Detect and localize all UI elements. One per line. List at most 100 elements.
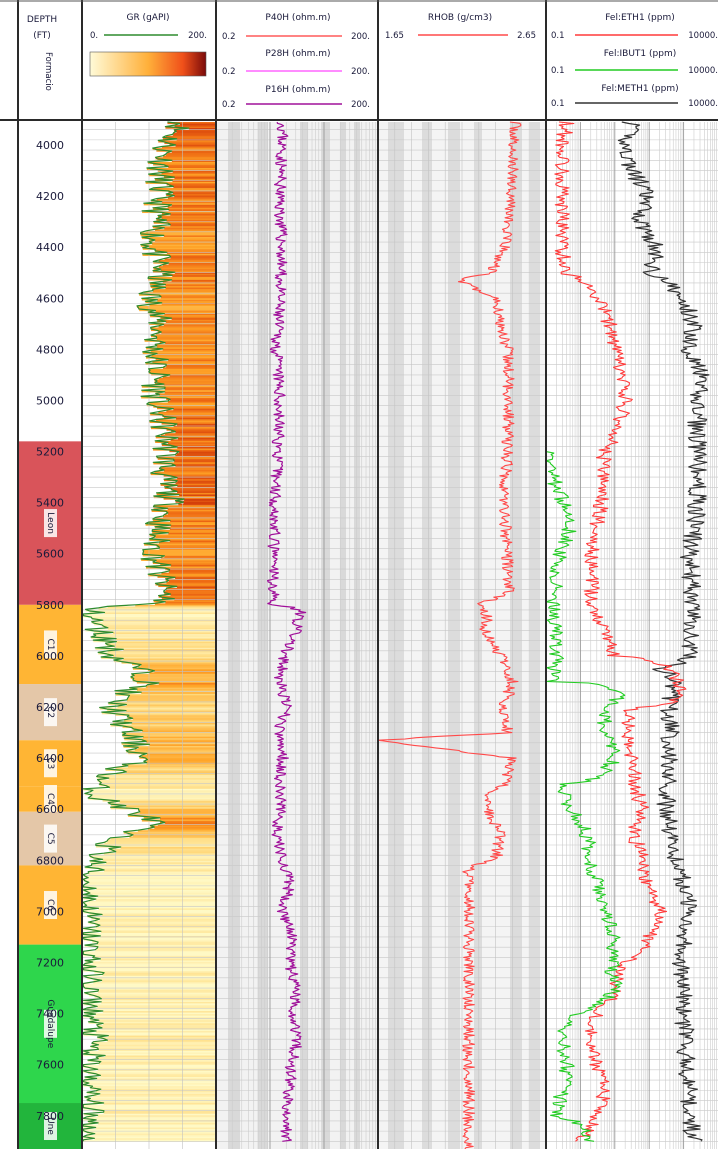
gr-fill-strip [176,417,216,420]
p40h-scale-max: 200. [351,32,370,42]
gr-fill-strip [159,541,216,545]
gr-fill-strip [177,491,216,494]
gr-fill-strip [89,854,216,857]
gr-fill-strip [83,968,216,971]
gr-fill-strip [120,847,216,850]
gr-fill-strip [156,333,216,336]
gr-fill-strip [83,885,216,888]
gr-fill-strip [92,940,216,943]
gr-fill-strip [95,920,216,923]
gr-fill-strip [167,206,216,209]
gr-fill-strip [99,781,216,784]
formation-label-guadalupe: Guadalupe [45,999,55,1048]
gr-fill-strip [164,258,216,261]
gr-fill-strip [104,972,216,975]
gr-fill-strip [159,468,216,471]
gr-fill-strip [154,379,216,382]
gr-fill-strip [122,732,216,735]
gr-header-title[interactable]: GR (gAPI) [126,13,169,23]
gr-fill-strip [157,575,216,578]
formation-label-box-c6 [44,891,57,920]
gr-fill-strip [158,546,216,549]
gr-fill-strip [85,988,216,991]
gr-fill-strip [93,978,216,981]
gr-fill-strip [123,719,216,722]
gr-fill-strip [90,1018,216,1021]
gr-fill-strip [152,290,216,293]
formation-label-c6: C6 [45,899,55,911]
gr-fill-strip [153,462,216,465]
meth1-header-title[interactable]: Fel:METH1 (ppm) [601,84,678,94]
gr-fill-strip [151,373,216,376]
gr-fill-strip [83,1118,216,1121]
resistivity-track-bg [216,122,378,1149]
gr-fill-strip [150,473,216,476]
gr-fill-strip [116,773,216,776]
gr-fill-strip [86,1132,216,1135]
gr-fill-strip [93,640,216,643]
eth1-header-title[interactable]: Fel:ETH1 (ppm) [605,13,675,23]
eth1-scale-min: 0.1 [551,31,565,41]
gr-fill-strip [104,612,216,615]
p28h-header-title[interactable]: P28H (ohm.m) [265,49,330,59]
gr-fill-strip [92,618,216,621]
density-shade-band [474,122,482,1149]
gr-fill-strip [153,600,216,603]
gr-fill-strip [83,889,216,893]
gr-fill-strip [90,1087,216,1090]
gr-fill-strip [150,350,216,353]
gr-fill-strip [163,175,216,178]
gr-fill-strip [108,839,216,842]
gr-fill-strip [83,986,216,989]
gr-fill-strip [171,151,216,154]
gr-fill-strip [175,500,216,503]
gr-fill-strip [83,1050,216,1054]
gr-fill-strip [132,679,216,683]
gr-fill-strip [155,436,216,439]
gr-fill-strip [108,1035,216,1038]
gr-fill-strip [84,1012,216,1015]
gr-fill-strip [142,554,216,557]
rhob-header-title[interactable]: RHOB (g/cm3) [428,13,492,23]
gr-fill-strip [175,482,216,485]
gr-fill-strip [156,492,216,496]
gr-fill-strip [83,984,216,988]
formation-label-box-guadalupe [44,1009,57,1038]
density-shade-band [422,122,432,1149]
gr-fill-strip [165,154,216,157]
gr-fill-strip [110,837,216,840]
gr-fill-strip [166,364,216,367]
gr-fill-strip [164,227,216,230]
gr-fill-strip [151,354,216,358]
meth1-scale-min: 0.1 [551,99,565,109]
gr-fill-strip [105,768,216,771]
gr-fill-strip [161,146,216,149]
gr-fill-strip [161,331,216,335]
gr-fill-strip [143,761,216,764]
gr-fill-strip [164,141,216,145]
gr-fill-strip [107,606,216,609]
gr-fill-strip [175,577,216,580]
gr-fill-strip [155,393,216,396]
gr-fill-strip [178,503,216,506]
gr-fill-strip [183,502,216,505]
gr-fill-strip [105,1055,216,1058]
gr-fill-strip [172,171,216,174]
gr-fill-strip [168,166,216,169]
gr-fill-strip [178,437,216,440]
gr-fill-strip [146,404,216,407]
p16h-header-title[interactable]: P16H (ohm.m) [265,85,330,95]
ibut1-header-title[interactable]: Fel:IBUT1 (ppm) [604,49,676,59]
gr-fill-strip [101,980,216,983]
p40h-header-title[interactable]: P40H (ohm.m) [265,13,330,23]
gr-fill-strip [165,126,216,129]
gr-fill-strip [125,805,216,808]
formation-column: Leon C1 C2 C3 C4 C5 C6 Guadalupe Une [18,441,82,1149]
gr-fill-strip [154,505,216,508]
gr-fill-strip [160,316,216,319]
gr-fill-strip [83,1126,216,1129]
gr-fill-strip [89,860,216,863]
p16h-scale-max: 200. [351,100,370,110]
gr-fill-strip [85,883,216,886]
gr-fill-strip [170,256,216,260]
